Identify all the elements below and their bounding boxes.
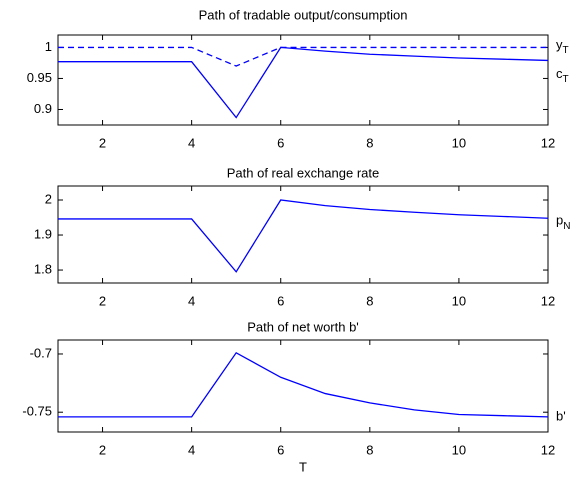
x-tick-label: 4 (188, 135, 195, 150)
x-tick-label: 10 (452, 293, 466, 308)
y-tick-label: 0.95 (27, 70, 52, 85)
chart-title: Path of net worth b' (247, 319, 359, 334)
x-tick-label: 4 (188, 293, 195, 308)
x-tick-label: 6 (277, 293, 284, 308)
axes-box (57, 34, 549, 126)
series-label-subscript: T (563, 45, 569, 56)
x-tick-label: 2 (99, 442, 106, 457)
series-label: b' (556, 408, 566, 423)
series-line (58, 199, 549, 273)
x-tick-label: 6 (277, 135, 284, 150)
x-axis-label: T (299, 459, 307, 474)
y-tick-label: 1 (45, 39, 52, 54)
x-tick-label: 6 (277, 442, 284, 457)
series-label-subscript: N (563, 221, 570, 232)
x-tick-label: 12 (541, 293, 555, 308)
axes-box (57, 339, 549, 433)
chart-title: Path of real exchange rate (227, 165, 380, 180)
x-tick-label: 10 (452, 135, 466, 150)
series-label: p (556, 213, 563, 228)
y-tick-label: -0.75 (22, 404, 52, 419)
x-tick-label: 8 (366, 442, 373, 457)
series-label: y (556, 37, 563, 52)
series-line (58, 351, 549, 418)
y-tick-label: 0.9 (34, 101, 52, 116)
x-tick-label: 8 (366, 293, 373, 308)
x-tick-label: 12 (541, 135, 555, 150)
x-tick-label: 4 (188, 442, 195, 457)
axes-box (57, 185, 549, 284)
x-tick-label: 2 (99, 135, 106, 150)
series-line (58, 46, 548, 67)
y-tick-label: -0.7 (30, 345, 52, 360)
y-tick-label: 2 (45, 191, 52, 206)
y-tick-label: 1.8 (34, 261, 52, 276)
chart-title: Path of tradable output/consumption (199, 7, 408, 22)
series-label-subscript: T (563, 74, 569, 85)
x-tick-label: 12 (541, 442, 555, 457)
y-tick-label: 1.9 (34, 226, 52, 241)
x-tick-label: 2 (99, 293, 106, 308)
x-tick-label: 8 (366, 135, 373, 150)
x-tick-label: 10 (452, 442, 466, 457)
series-line (58, 46, 549, 119)
series-label: c (556, 66, 563, 81)
